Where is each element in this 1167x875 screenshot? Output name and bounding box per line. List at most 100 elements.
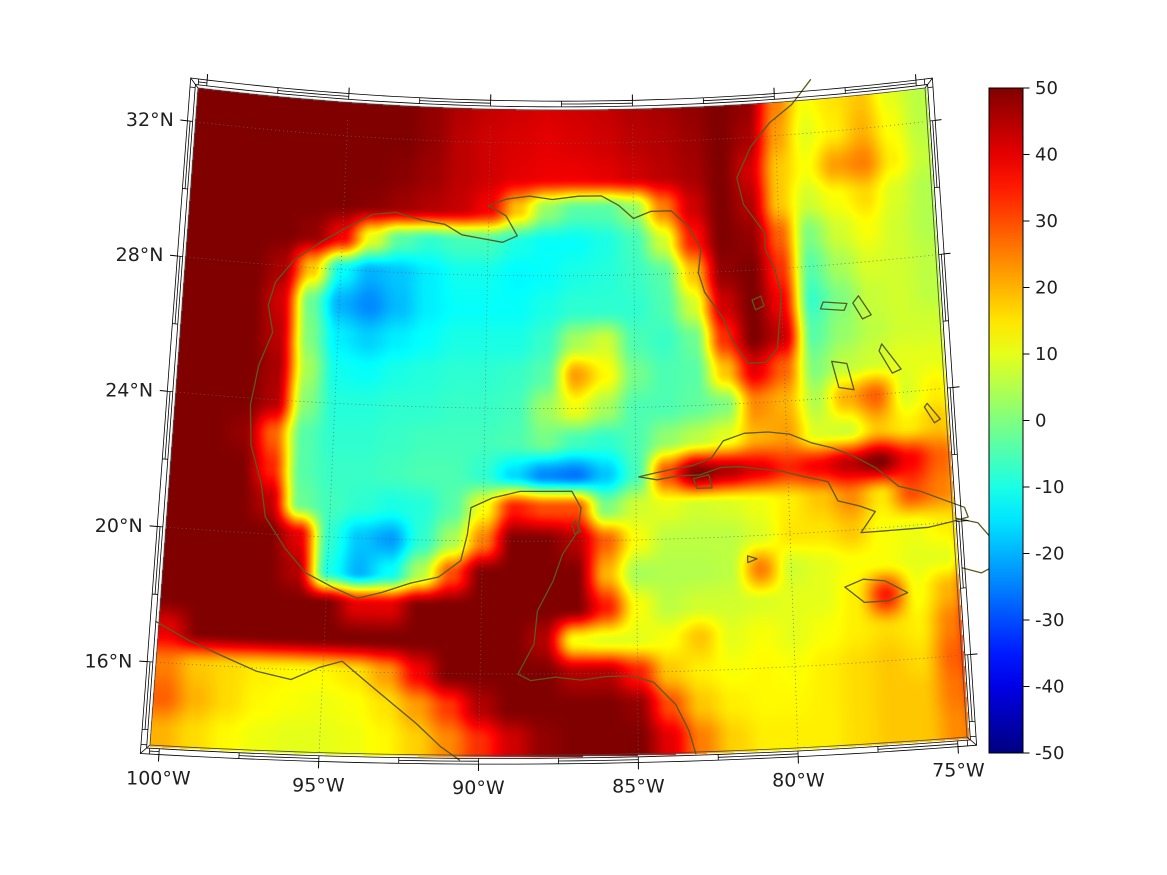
right-tick <box>970 653 978 656</box>
frame-rail <box>144 661 151 730</box>
colorbar-tick-label: 0 <box>1035 411 1046 432</box>
y-tick <box>149 525 158 527</box>
frame-rail <box>561 102 633 105</box>
colorbar: 50 40 30 20 10 0 -10 -20 -30 -40 -50 <box>988 78 1064 764</box>
meridian-line <box>478 124 491 756</box>
frame-inner-line <box>146 84 971 759</box>
frame-rail <box>703 96 775 102</box>
x-tick-label: 100°W <box>126 768 191 790</box>
parallel-line <box>185 254 933 277</box>
parallel-line <box>175 388 942 409</box>
frame-rail <box>940 254 947 322</box>
frame-corner <box>140 744 151 754</box>
colorbar-tick-label: 50 <box>1035 78 1058 99</box>
coastlines <box>155 79 998 761</box>
frame-rail <box>949 387 955 455</box>
y-tick <box>169 254 178 257</box>
coastline-jamaica <box>844 578 909 604</box>
frame-separator <box>947 387 953 389</box>
meridian-line <box>632 124 639 754</box>
coastline-mexico-centam <box>249 331 697 755</box>
parallel-line <box>165 521 951 542</box>
frame-separator <box>927 86 934 89</box>
coastline-abaco <box>852 295 872 320</box>
frame-rail <box>877 743 958 750</box>
frame-rail <box>164 391 171 460</box>
coastline-isla-juventud <box>692 474 713 490</box>
right-tick <box>944 252 951 255</box>
frame-rail <box>154 526 161 595</box>
meridian-line <box>318 117 349 753</box>
x-tick-label: 95°W <box>292 774 345 796</box>
coastline-eleuthera <box>878 343 902 374</box>
frame-rail <box>718 753 799 758</box>
frame-separator <box>177 255 183 257</box>
x-tick-label: 75°W <box>932 760 985 782</box>
frame-rail <box>184 121 191 189</box>
coastline-us-gulf-atlantic <box>267 79 812 364</box>
x-tick <box>157 754 160 762</box>
axis-labels: 100°W 95°W 90°W 85°W 80°W 75°W 16°N 20°N 24°N 28°… <box>85 109 985 799</box>
coastline-long-island <box>923 402 941 424</box>
y-tick-label: 24°N <box>105 380 153 402</box>
parallel-line <box>155 655 959 675</box>
frame-rail <box>967 654 973 722</box>
right-tick <box>952 386 960 388</box>
axis-ticks <box>139 73 978 771</box>
frame-separator <box>187 120 193 122</box>
colorbar-tick-label: 30 <box>1035 211 1058 232</box>
frame-rail <box>149 750 160 753</box>
frame-rail <box>174 256 181 324</box>
coastline-hispaniola-nw <box>955 517 993 539</box>
frame-separator <box>929 120 936 122</box>
colorbar-tick-label: -30 <box>1035 610 1064 631</box>
coastline-andros <box>831 360 855 391</box>
frame-rail <box>932 120 938 188</box>
colorbar-tick-label: 20 <box>1035 278 1058 299</box>
frame-rail <box>238 755 319 759</box>
colorbar-tick-label: -40 <box>1035 677 1064 698</box>
y-tick-label: 16°N <box>85 650 133 672</box>
y-tick-label: 32°N <box>126 109 174 131</box>
map-edge <box>149 87 968 756</box>
colorbar-tick-label: 40 <box>1035 145 1058 166</box>
frame-rail <box>558 759 639 762</box>
y-tick-label: 28°N <box>116 244 164 266</box>
map-frame <box>139 77 978 765</box>
frame-outer-line <box>139 77 978 765</box>
y-tick <box>159 390 168 392</box>
colorbar-tick-label: -10 <box>1035 477 1064 498</box>
frame-separator <box>938 253 945 255</box>
parallel-line <box>195 121 925 144</box>
x-tick-label: 80°W <box>772 770 825 792</box>
coastline-grand-bahama <box>819 301 848 312</box>
colorbar-tick-label: -50 <box>1035 743 1064 764</box>
frame-rail <box>845 82 917 91</box>
x-tick-label: 85°W <box>612 775 665 797</box>
y-tick-label: 20°N <box>95 515 143 537</box>
frame-corner <box>190 77 199 89</box>
frame-rail <box>198 81 208 84</box>
y-tick <box>139 660 148 663</box>
x-tick-label: 90°W <box>452 777 505 799</box>
coastline-lake-okeechobee <box>751 295 765 311</box>
frame-rail <box>398 760 479 762</box>
colorbar-tick-label: -20 <box>1035 544 1064 565</box>
coastline-mexico-pacific <box>155 620 461 761</box>
coastline-cozumel <box>571 520 582 535</box>
coastline-cuba <box>638 431 969 534</box>
frame-separator <box>956 520 962 522</box>
frame-rail <box>277 90 349 97</box>
frame-rail <box>419 100 491 104</box>
colorbar-tick-label: 10 <box>1035 344 1058 365</box>
frame-rail <box>958 521 964 589</box>
frame-corner <box>924 77 933 89</box>
graticule <box>155 117 959 756</box>
colorbar-gradient <box>988 87 1024 754</box>
right-tick <box>961 519 969 522</box>
y-tick <box>180 119 188 122</box>
coastline-grand-cayman <box>746 555 758 564</box>
